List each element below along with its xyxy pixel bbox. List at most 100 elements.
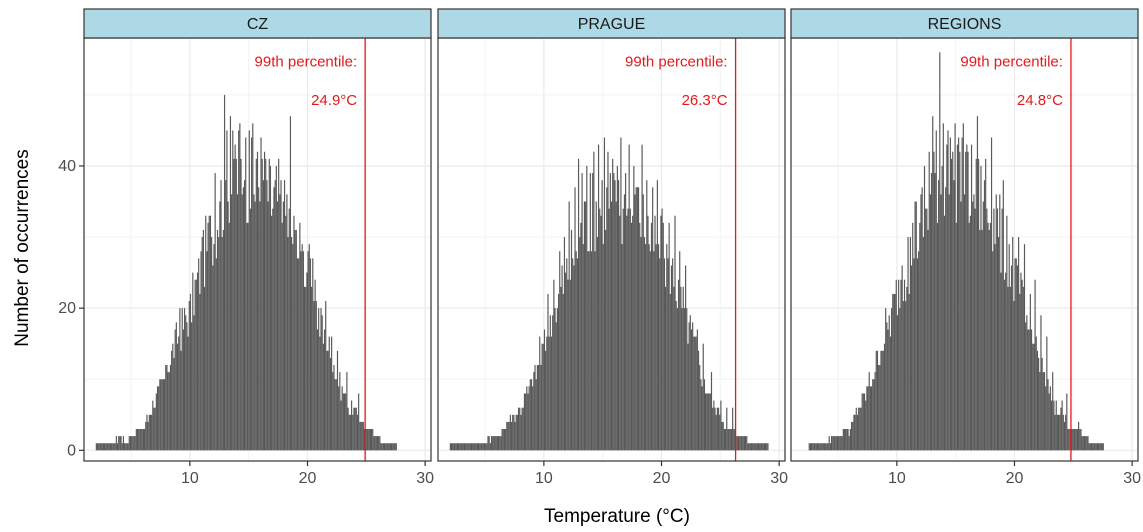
histogram-bar bbox=[1007, 286, 1009, 451]
histogram-bar bbox=[665, 286, 667, 451]
histogram-bar bbox=[465, 443, 467, 451]
histogram-bar bbox=[715, 414, 717, 451]
histogram-bar bbox=[694, 336, 696, 451]
histogram-bar bbox=[761, 443, 763, 451]
histogram-bar bbox=[546, 336, 548, 451]
histogram-bar bbox=[288, 208, 290, 451]
histogram-bar bbox=[522, 407, 524, 451]
histogram-bar bbox=[519, 407, 521, 451]
histogram-bar bbox=[481, 443, 483, 451]
histogram-bar bbox=[166, 365, 168, 451]
histogram-bar bbox=[514, 421, 516, 451]
histogram-bar bbox=[195, 279, 197, 451]
histogram-bar bbox=[622, 208, 624, 451]
histogram-bar bbox=[642, 194, 644, 451]
histogram-bar bbox=[603, 137, 606, 451]
histogram-bar bbox=[985, 158, 987, 451]
histogram-bar bbox=[606, 187, 608, 451]
histogram-bar bbox=[1063, 421, 1066, 451]
histogram-bar bbox=[952, 151, 954, 451]
histogram-bar bbox=[932, 116, 934, 451]
histogram-bar bbox=[995, 194, 997, 451]
histogram-bar bbox=[222, 229, 224, 451]
histogram-bar bbox=[872, 379, 874, 451]
histogram-bar bbox=[626, 215, 628, 451]
facet-strip bbox=[83, 8, 432, 39]
histogram-bar bbox=[476, 443, 478, 451]
histogram-bar bbox=[261, 158, 263, 451]
histogram-bar bbox=[1060, 407, 1062, 451]
histogram-bar bbox=[395, 443, 397, 451]
histogram-bar bbox=[976, 116, 979, 451]
histogram-bar bbox=[858, 407, 860, 451]
histogram-bar bbox=[928, 151, 930, 451]
histogram-bar bbox=[628, 144, 630, 451]
histogram-bar bbox=[541, 343, 543, 451]
histogram-bar bbox=[840, 436, 842, 451]
facet-strip bbox=[437, 8, 786, 39]
histogram-bar bbox=[905, 301, 907, 451]
percentile-annotation-label: 99th percentile: bbox=[960, 53, 1063, 70]
histogram-bar bbox=[999, 194, 1001, 451]
histogram-bar bbox=[749, 443, 751, 451]
histogram-bar bbox=[990, 137, 993, 451]
histogram-bar bbox=[561, 265, 563, 451]
histogram-bar bbox=[597, 144, 600, 451]
histogram-bar bbox=[879, 365, 881, 451]
histogram-bar bbox=[610, 201, 613, 451]
histogram-bar bbox=[107, 443, 109, 451]
histogram-bar bbox=[967, 151, 969, 451]
histogram-bar bbox=[348, 414, 350, 451]
histogram-bar bbox=[1047, 379, 1049, 451]
histogram-bar bbox=[488, 436, 490, 451]
histogram-bar bbox=[760, 443, 762, 451]
histogram-bar bbox=[948, 194, 950, 451]
histogram-bar bbox=[659, 258, 661, 451]
histogram-bar bbox=[500, 436, 502, 451]
histogram-bar bbox=[1036, 350, 1039, 451]
histogram-bar bbox=[327, 350, 329, 451]
histogram-bar bbox=[316, 329, 319, 451]
histogram-bar bbox=[106, 443, 108, 451]
histogram-bar bbox=[535, 379, 537, 451]
histogram-bar bbox=[973, 194, 975, 451]
facet-strip-label: PRAGUE bbox=[578, 16, 646, 33]
x-tick-label: 20 bbox=[653, 470, 671, 487]
histogram-bar bbox=[1089, 443, 1091, 451]
histogram-bar bbox=[562, 293, 564, 451]
histogram-bar bbox=[1045, 386, 1047, 451]
histogram-bar bbox=[689, 315, 691, 451]
histogram-bar bbox=[136, 429, 139, 451]
histogram-bar bbox=[710, 372, 713, 451]
histogram-bar bbox=[103, 443, 106, 451]
histogram-bar bbox=[145, 421, 147, 451]
histogram-bar bbox=[922, 237, 924, 451]
histogram-bar bbox=[368, 429, 370, 451]
histogram-bar bbox=[590, 251, 593, 451]
histogram-bar bbox=[826, 443, 828, 451]
histogram-bar bbox=[728, 429, 730, 451]
histogram-bar bbox=[111, 443, 113, 451]
percentile-annotation-label: 99th percentile: bbox=[625, 53, 728, 70]
histogram-bar bbox=[681, 308, 683, 451]
histogram-bar bbox=[692, 322, 694, 451]
histogram-bar bbox=[765, 443, 767, 451]
histogram-bar bbox=[528, 386, 530, 451]
histogram-bar bbox=[674, 215, 676, 451]
histogram-bar bbox=[825, 443, 827, 451]
facet-strip bbox=[790, 8, 1139, 39]
panel-cz: 99th percentile: 24.9°C CZ 10 20 30 0 20 40 bbox=[58, 8, 434, 487]
histogram-bar bbox=[242, 187, 244, 451]
histogram-bar bbox=[1056, 414, 1059, 451]
histogram-bar bbox=[272, 208, 274, 451]
histogram-bar bbox=[623, 194, 626, 451]
histogram-bar bbox=[836, 436, 839, 451]
histogram-bar bbox=[933, 151, 935, 451]
histogram-bar bbox=[892, 293, 894, 451]
histogram-bar bbox=[450, 443, 453, 451]
histogram-bar bbox=[926, 208, 928, 451]
histogram-bar bbox=[95, 443, 97, 451]
histogram-bar bbox=[547, 293, 549, 451]
histogram-bar bbox=[660, 215, 662, 451]
histogram-bar bbox=[747, 443, 749, 451]
